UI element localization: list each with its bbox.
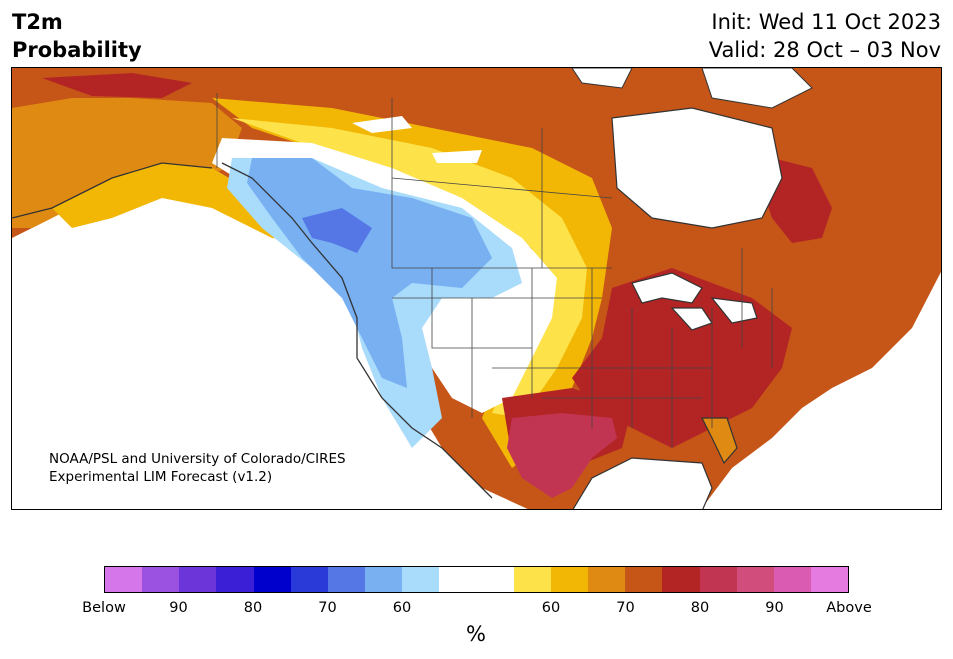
political-borders xyxy=(216,93,773,448)
colorbar-tick-label: 80 xyxy=(690,600,710,616)
colorbar-unit: % xyxy=(466,622,486,646)
colorbar-segment xyxy=(662,567,700,592)
colorbar-segment xyxy=(588,567,626,592)
colorbar-segment xyxy=(773,567,811,592)
colorbar-tick-label: Below xyxy=(82,600,126,616)
colorbar-tick-label: 90 xyxy=(765,600,784,616)
colorbar-segment xyxy=(513,567,551,592)
colorbar-segment xyxy=(216,567,254,592)
data-credit: NOAA/PSL and University of Colorado/CIRE… xyxy=(49,450,346,486)
colorbar-segment xyxy=(736,567,774,592)
forecast-map xyxy=(11,67,942,510)
colorbar-segment xyxy=(625,567,663,592)
hudson-bay xyxy=(611,107,783,229)
colorbar-segment xyxy=(550,567,589,592)
map-title: T2m Probability xyxy=(12,8,142,64)
arctic-waters xyxy=(571,68,813,109)
above-90-zone xyxy=(507,413,617,498)
init-date: Init: Wed 11 Oct 2023 xyxy=(711,10,941,34)
credit-line-1: NOAA/PSL and University of Colorado/CIRE… xyxy=(49,451,346,467)
below-70-zone xyxy=(247,158,492,388)
colorbar-segment xyxy=(105,567,143,592)
forecast-dates: Init: Wed 11 Oct 2023 Valid: 28 Oct – 03… xyxy=(709,8,941,64)
land-warm-65 xyxy=(12,98,242,228)
colorbar-tick-label: 70 xyxy=(616,600,635,616)
colorbar-segment xyxy=(365,567,403,592)
colorbar-tick-label: 60 xyxy=(541,600,561,616)
credit-line-2: Experimental LIM Forecast (v1.2) xyxy=(49,469,273,485)
florida xyxy=(701,417,738,465)
colorbar-segment xyxy=(142,567,180,592)
above-80-arctic xyxy=(42,73,192,98)
colorbar-segment xyxy=(253,567,291,592)
below-80-zone xyxy=(302,208,372,253)
arctic-ice-patch xyxy=(352,116,482,163)
colorbar-segment xyxy=(699,567,737,592)
colorbar-segment xyxy=(810,567,849,592)
colorbar-tick-label: 70 xyxy=(318,600,337,616)
land-warm-60 xyxy=(52,163,312,243)
colorbar-segment xyxy=(179,567,217,592)
colorbar-tick-label: 60 xyxy=(392,600,412,616)
colorbar-tick-label: 80 xyxy=(243,600,263,616)
colorbar-segment xyxy=(439,567,477,592)
valid-range: Valid: 28 Oct – 03 Nov xyxy=(708,38,941,62)
colorbar-segment xyxy=(290,567,328,592)
variable-label: T2m xyxy=(12,10,63,34)
colorbar-tick-label: Above xyxy=(826,600,872,616)
canada-lightyellow-band xyxy=(232,118,587,418)
product-label: Probability xyxy=(12,38,142,62)
colorbar-segment xyxy=(476,567,514,592)
coastline xyxy=(12,162,493,499)
colorbar xyxy=(104,566,849,593)
colorbar-segment xyxy=(327,567,366,592)
colorbar-segment xyxy=(402,567,440,592)
north-america-map xyxy=(12,68,941,509)
gulf-of-mexico xyxy=(572,457,713,509)
colorbar-tick-label: 90 xyxy=(169,600,188,616)
